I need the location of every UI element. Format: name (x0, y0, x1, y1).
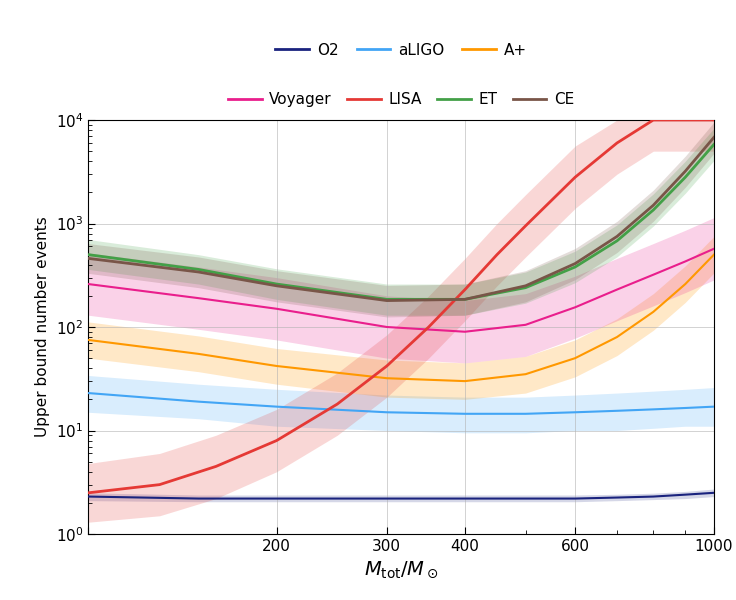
O2 (521, 495, 530, 502)
LISA (155, 481, 164, 488)
Voyager (570, 304, 579, 311)
Line: O2: O2 (88, 493, 714, 499)
O2 (272, 495, 281, 502)
A+ (570, 355, 579, 362)
O2 (84, 493, 93, 500)
ET (383, 296, 392, 303)
LISA (424, 323, 433, 331)
Line: ET: ET (88, 145, 714, 299)
Line: LISA: LISA (88, 120, 714, 493)
Voyager (521, 321, 530, 328)
aLIGO (612, 407, 621, 415)
Line: CE: CE (88, 137, 714, 301)
Voyager (461, 328, 470, 335)
LISA (570, 173, 579, 181)
ET (681, 173, 690, 181)
X-axis label: $M_\mathrm{tot}/M_\odot$: $M_\mathrm{tot}/M_\odot$ (364, 559, 439, 580)
Line: aLIGO: aLIGO (88, 393, 714, 414)
Voyager (84, 280, 93, 287)
Voyager (710, 245, 718, 253)
A+ (521, 371, 530, 378)
aLIGO (681, 404, 690, 412)
aLIGO (570, 409, 579, 416)
LISA (521, 222, 530, 229)
ET (461, 296, 470, 303)
aLIGO (84, 389, 93, 397)
Voyager (681, 258, 690, 265)
aLIGO (194, 398, 203, 405)
CE (194, 268, 203, 275)
CE (710, 134, 718, 141)
ET (649, 206, 658, 214)
Voyager (383, 323, 392, 331)
CE (612, 233, 621, 240)
aLIGO (272, 403, 281, 410)
CE (570, 260, 579, 267)
LISA (710, 116, 718, 124)
A+ (681, 280, 690, 287)
aLIGO (461, 410, 470, 418)
A+ (612, 334, 621, 341)
Legend: Voyager, LISA, ET, CE: Voyager, LISA, ET, CE (222, 86, 580, 113)
ET (570, 263, 579, 271)
LISA (649, 116, 658, 124)
Voyager (194, 295, 203, 302)
O2 (681, 491, 690, 498)
aLIGO (710, 403, 718, 410)
CE (84, 255, 93, 262)
LISA (681, 116, 690, 124)
CE (649, 202, 658, 209)
O2 (194, 495, 203, 502)
CE (272, 282, 281, 289)
ET (612, 237, 621, 244)
O2 (649, 493, 658, 500)
ET (521, 284, 530, 291)
O2 (461, 495, 470, 502)
O2 (710, 489, 718, 496)
CE (521, 282, 530, 289)
LISA (333, 400, 342, 407)
ET (710, 141, 718, 148)
O2 (570, 495, 579, 502)
Voyager (649, 271, 658, 278)
Line: A+: A+ (88, 254, 714, 381)
ET (272, 280, 281, 287)
Voyager (612, 286, 621, 293)
O2 (612, 494, 621, 501)
LISA (492, 251, 501, 258)
LISA (272, 437, 281, 444)
A+ (710, 251, 718, 258)
Voyager (272, 305, 281, 313)
LISA (212, 463, 221, 470)
LISA (612, 139, 621, 146)
Y-axis label: Upper bound number events: Upper bound number events (35, 217, 50, 437)
O2 (383, 495, 392, 502)
A+ (383, 374, 392, 382)
aLIGO (383, 409, 392, 416)
LISA (84, 489, 93, 496)
aLIGO (521, 410, 530, 418)
LISA (461, 286, 470, 293)
A+ (272, 362, 281, 370)
LISA (383, 362, 392, 370)
aLIGO (649, 406, 658, 413)
A+ (649, 308, 658, 316)
Line: Voyager: Voyager (88, 249, 714, 332)
A+ (84, 337, 93, 344)
CE (383, 297, 392, 304)
A+ (461, 377, 470, 385)
CE (461, 296, 470, 303)
A+ (194, 350, 203, 358)
ET (84, 251, 93, 258)
ET (194, 266, 203, 273)
CE (681, 167, 690, 175)
